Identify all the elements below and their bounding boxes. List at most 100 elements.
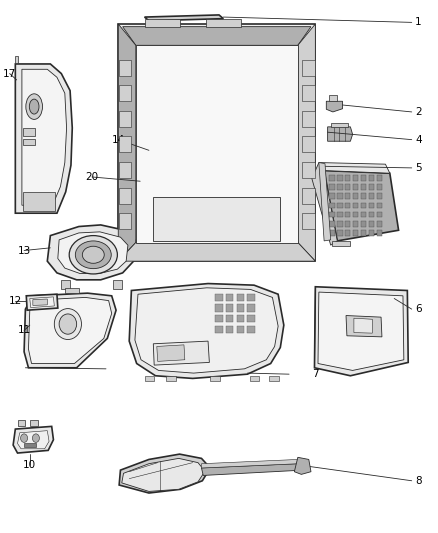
Polygon shape (119, 136, 131, 152)
Polygon shape (302, 213, 315, 229)
Polygon shape (157, 345, 185, 361)
Polygon shape (47, 225, 136, 280)
Polygon shape (226, 315, 233, 322)
Polygon shape (247, 326, 255, 333)
Polygon shape (18, 431, 49, 449)
Polygon shape (377, 212, 382, 217)
Polygon shape (329, 230, 335, 236)
Polygon shape (118, 24, 315, 261)
Polygon shape (302, 85, 315, 101)
Polygon shape (145, 376, 154, 381)
Polygon shape (331, 123, 348, 127)
Polygon shape (65, 288, 79, 293)
Polygon shape (345, 175, 350, 181)
Ellipse shape (29, 99, 39, 114)
Ellipse shape (82, 246, 104, 263)
Polygon shape (337, 184, 343, 190)
Polygon shape (247, 315, 255, 322)
Polygon shape (329, 203, 335, 208)
Polygon shape (26, 294, 58, 310)
Polygon shape (353, 193, 358, 199)
Polygon shape (215, 315, 223, 322)
Polygon shape (369, 193, 374, 199)
Text: 1: 1 (415, 18, 422, 27)
Polygon shape (118, 24, 136, 261)
Polygon shape (201, 459, 298, 468)
Polygon shape (369, 203, 374, 208)
Polygon shape (312, 163, 337, 245)
Polygon shape (377, 230, 382, 236)
Ellipse shape (54, 309, 81, 340)
Polygon shape (123, 27, 311, 45)
Polygon shape (361, 203, 366, 208)
Polygon shape (361, 230, 366, 236)
Polygon shape (329, 212, 335, 217)
Polygon shape (215, 326, 223, 333)
Ellipse shape (75, 241, 111, 269)
Polygon shape (119, 162, 131, 178)
Polygon shape (153, 341, 209, 365)
Text: 13: 13 (18, 246, 31, 255)
Polygon shape (353, 203, 358, 208)
Polygon shape (361, 212, 366, 217)
Polygon shape (337, 203, 343, 208)
Polygon shape (215, 294, 223, 301)
Polygon shape (15, 56, 18, 63)
Polygon shape (119, 188, 131, 204)
Polygon shape (329, 193, 335, 199)
Polygon shape (226, 326, 233, 333)
Text: 2: 2 (415, 107, 422, 117)
Polygon shape (237, 326, 244, 333)
Polygon shape (226, 304, 233, 312)
Polygon shape (369, 212, 374, 217)
Polygon shape (346, 316, 382, 337)
Polygon shape (13, 426, 53, 453)
Polygon shape (345, 193, 350, 199)
Polygon shape (119, 111, 131, 127)
Polygon shape (302, 162, 315, 178)
Polygon shape (269, 376, 279, 381)
Polygon shape (237, 294, 244, 301)
Polygon shape (329, 184, 335, 190)
Polygon shape (314, 287, 408, 376)
Ellipse shape (59, 314, 77, 334)
Polygon shape (361, 184, 366, 190)
Polygon shape (318, 292, 404, 370)
Polygon shape (135, 288, 278, 373)
Text: 20: 20 (85, 172, 99, 182)
Polygon shape (215, 304, 223, 312)
Polygon shape (337, 212, 343, 217)
Text: 12: 12 (9, 296, 22, 306)
Circle shape (21, 434, 28, 442)
Polygon shape (118, 243, 315, 261)
Polygon shape (22, 69, 67, 205)
Polygon shape (153, 197, 280, 241)
Polygon shape (353, 175, 358, 181)
Text: 6: 6 (415, 304, 422, 314)
Polygon shape (302, 111, 315, 127)
Polygon shape (345, 221, 350, 227)
Polygon shape (328, 127, 353, 141)
Circle shape (32, 434, 39, 442)
Polygon shape (237, 315, 244, 322)
Polygon shape (302, 60, 315, 76)
Polygon shape (33, 299, 47, 305)
Polygon shape (24, 293, 116, 368)
Polygon shape (337, 230, 343, 236)
Polygon shape (119, 213, 131, 229)
Polygon shape (377, 221, 382, 227)
Polygon shape (302, 188, 315, 204)
Text: 11: 11 (18, 326, 31, 335)
Polygon shape (237, 304, 244, 312)
Polygon shape (226, 294, 233, 301)
Polygon shape (361, 175, 366, 181)
Ellipse shape (26, 94, 42, 119)
Polygon shape (337, 193, 343, 199)
Ellipse shape (69, 236, 117, 274)
Polygon shape (361, 193, 366, 199)
Polygon shape (250, 376, 259, 381)
Polygon shape (23, 128, 35, 136)
Polygon shape (129, 284, 284, 378)
Polygon shape (119, 85, 131, 101)
Polygon shape (377, 175, 382, 181)
